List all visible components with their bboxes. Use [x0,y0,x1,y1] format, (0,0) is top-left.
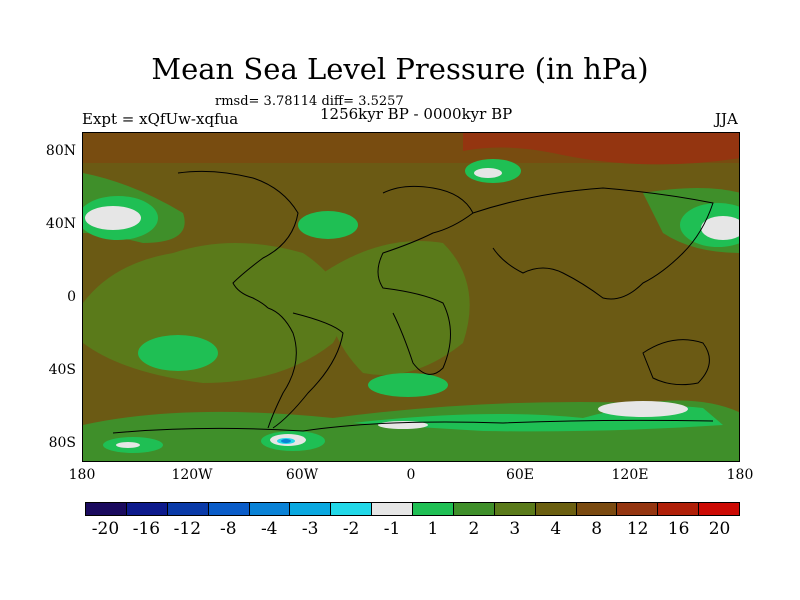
colorbar-label: -2 [342,519,360,539]
colorbar-swatch [699,503,739,515]
barents-white [474,168,502,178]
colorbar-label: 2 [468,519,480,539]
colorbar-label: -16 [132,519,161,539]
colorbar-swatch [372,503,413,515]
lat-label-80s: 80S [48,435,76,451]
experiment-label: Expt = xQfUw-xqfua [82,110,239,128]
coastlines [112,170,714,434]
colorbar-label: 12 [626,519,649,539]
colorbar-swatch [86,503,127,515]
australia-coast [642,339,710,386]
colorbar-label: -12 [173,519,202,539]
colorbar-label: -3 [301,519,319,539]
period-label: 1256kyr BP - 0000kyr BP [320,105,513,123]
colorbar-swatch [658,503,700,515]
stats-text: rmsd= 3.78114 diff= 3.5257 [215,94,404,109]
colorbar-label: 3 [509,519,521,539]
south-pacific-green-light [138,335,218,371]
colorbar-swatch [617,503,659,515]
ross-blue [281,439,291,443]
colorbar-swatch [453,503,495,515]
colorbar-label: -1 [383,519,401,539]
atlantic-green-light [298,211,358,239]
colorbar-label: 16 [667,519,690,539]
pressure-map [83,133,739,461]
amundsen-white [116,442,140,448]
colorbar-label: 8 [591,519,603,539]
colorbar-label: -20 [91,519,120,539]
south-america-east-coast [272,312,344,429]
south-america-west-coast [267,307,297,429]
lon-label-120e: 120E [611,467,649,483]
colorbar-swatch [290,503,332,515]
southern-ocean-green [83,400,739,461]
colorbar-swatch [535,503,577,515]
colorbar-label: 1 [427,519,439,539]
map-title: Mean Sea Level Pressure (in hPa) [151,52,649,86]
season-label: JJA [715,110,738,128]
colorbar-swatch [413,503,454,515]
colorbar-swatch [576,503,618,515]
arctic-red-region [463,133,739,165]
colorbar-swatch [249,503,291,515]
colorbar-label: -4 [260,519,278,539]
lon-label-180w: 180 [68,467,96,483]
colorbar-label: 20 [708,519,731,539]
lon-label-120w: 120W [171,467,213,483]
colorbar-label: -8 [220,519,237,539]
atlantic-green-dark [323,241,470,375]
colorbar [85,502,740,516]
colorbar-swatch [126,503,168,515]
lon-label-60e: 60E [505,467,535,483]
colorbar-swatch [331,503,373,515]
lon-label-60w: 60W [285,467,319,483]
antarctica-coast [112,419,714,434]
northwest-pacific-white-high [701,216,739,240]
north-america-coast [177,170,299,309]
colorbar-label: 4 [550,519,562,539]
south-atlantic-green-light [368,373,448,397]
lat-label-0: 0 [67,289,76,305]
east-antarctica-white [598,401,688,417]
colorbar-swatch [167,503,209,515]
north-pacific-white-high [85,206,141,230]
lat-label-40n: 40N [45,216,76,232]
lon-label-0: 0 [406,467,416,483]
lon-label-180e: 180 [726,467,754,483]
europe-africa-coast [377,185,474,375]
map-panel [82,132,740,462]
colorbar-swatch [494,503,536,515]
colorbar-swatch [208,503,250,515]
lat-label-80n: 80N [45,143,76,159]
lat-label-40s: 40S [48,362,76,378]
asia-coast [472,187,714,300]
